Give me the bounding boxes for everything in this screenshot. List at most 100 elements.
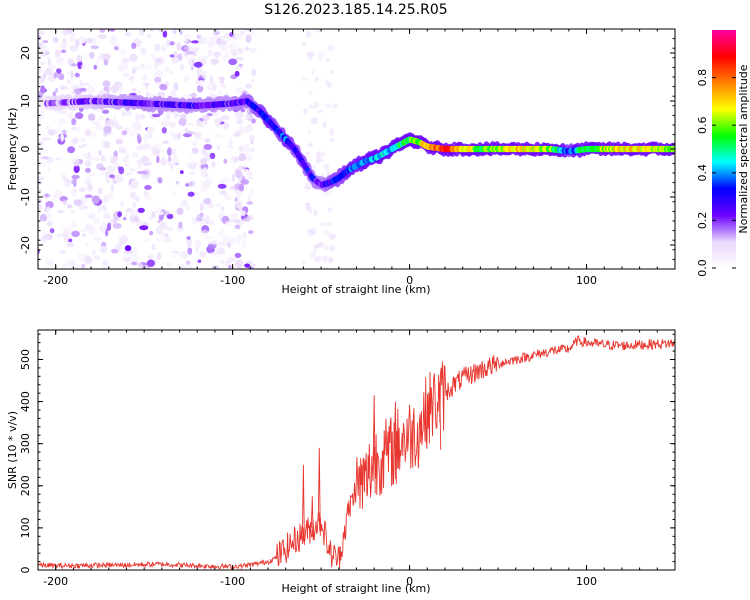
- heatmap-speckle: [98, 224, 107, 233]
- heatmap-speckle: [188, 93, 198, 98]
- heatmap-speckle: [235, 190, 243, 198]
- heatmap-speckle: [247, 266, 255, 269]
- heatmap-speckle: [46, 159, 53, 164]
- heatmap-speckle: [78, 187, 86, 193]
- heatmap-speckle: [172, 29, 177, 35]
- heatmap-speckle: [130, 121, 140, 130]
- heatmap-speckle: [196, 214, 202, 219]
- heatmap-speckle: [171, 191, 177, 195]
- heatmap-speckle: [105, 85, 110, 94]
- heatmap-speckle: [79, 229, 89, 233]
- heatmap-speckle: [234, 252, 242, 259]
- heatmap-speckle: [165, 226, 175, 232]
- heatmap-speckle: [228, 58, 238, 66]
- heatmap-speckle: [71, 127, 78, 131]
- heatmap-speckle: [89, 51, 95, 59]
- heatmap-speckle: [134, 216, 139, 223]
- heatmap-speckle: [67, 204, 73, 209]
- heatmap-speckle: [166, 213, 174, 220]
- heatmap-speckle: [150, 53, 157, 62]
- heatmap-speckle: [134, 196, 140, 202]
- heatmap-speckle: [193, 162, 198, 167]
- heatmap-speckle: [206, 82, 215, 91]
- colorbar-ticks: 0.0 0.2 0.4 0.6 0.8: [696, 69, 736, 277]
- heatmap-speckle: [38, 69, 45, 73]
- heatmap-speckle: [245, 29, 254, 32]
- heatmap-speckle: [118, 84, 123, 94]
- heatmap-speckle: [105, 118, 115, 128]
- heatmap-speckle: [248, 47, 257, 54]
- heatmap-speckle: [301, 76, 309, 81]
- heatmap-speckle: [228, 238, 238, 245]
- heatmap-speckle: [38, 203, 42, 212]
- heatmap-speckle: [93, 217, 101, 224]
- heatmap-speckle: [144, 185, 152, 190]
- heatmap-speckle: [218, 212, 225, 219]
- heatmap-speckle: [304, 182, 312, 186]
- heatmap-speckle: [104, 175, 111, 179]
- heatmap-speckle: [308, 104, 313, 110]
- heatmap-speckle: [93, 157, 102, 162]
- heatmap-speckle: [234, 33, 243, 40]
- snr-y-tick-label: 0: [19, 567, 32, 574]
- heatmap-speckle: [145, 63, 152, 70]
- heatmap-speckle: [319, 222, 324, 227]
- heatmap-speckle: [216, 203, 221, 207]
- heatmap-speckle: [76, 54, 83, 63]
- heatmap-speckle: [170, 60, 179, 64]
- heatmap-speckle: [205, 214, 211, 224]
- heatmap-speckle: [47, 58, 52, 66]
- heatmap-speckle: [191, 40, 200, 44]
- heatmap-speckle: [250, 79, 255, 83]
- heatmap-speckle: [245, 34, 252, 44]
- heatmap-speckle: [114, 243, 123, 249]
- heatmap-speckle: [141, 264, 150, 269]
- heatmap-y-tick-label: 0: [19, 146, 32, 153]
- heatmap-speckle: [66, 79, 71, 84]
- heatmap-speckle: [239, 210, 246, 217]
- heatmap-speckle: [58, 209, 64, 214]
- heatmap-speckle: [314, 29, 322, 33]
- heatmap-speckle: [91, 120, 100, 126]
- heatmap-speckle: [151, 113, 161, 118]
- heatmap-speckle: [74, 112, 84, 119]
- heatmap-speckle: [301, 259, 306, 266]
- heatmap-speckle: [199, 251, 207, 258]
- heatmap-speckle: [110, 84, 116, 93]
- heatmap-speckle: [85, 242, 89, 247]
- heatmap-speckle: [185, 76, 189, 81]
- heatmap-speckle: [186, 131, 196, 135]
- heatmap-speckle: [221, 206, 225, 211]
- heatmap-speckle: [323, 230, 331, 236]
- heatmap-speckle: [234, 183, 241, 190]
- heatmap-speckle: [314, 101, 320, 107]
- heatmap-speckle: [136, 144, 146, 151]
- heatmap-speckle: [313, 245, 317, 253]
- heatmap-speckle: [245, 168, 251, 174]
- heatmap-speckle: [134, 40, 143, 44]
- heatmap-speckle: [234, 70, 240, 77]
- snr-spike: [317, 447, 321, 536]
- heatmap-speckle: [231, 173, 236, 183]
- heatmap-speckle: [135, 211, 139, 217]
- heatmap-speckle: [325, 78, 329, 84]
- heatmap-speckle: [248, 134, 256, 143]
- colorbar-tick-label: 0.2: [696, 212, 709, 230]
- heatmap-speckle: [208, 90, 214, 96]
- colorbar-tick-label: 0.6: [696, 116, 709, 134]
- heatmap-speckle: [218, 76, 225, 81]
- heatmap-speckle: [80, 144, 88, 148]
- heatmap-speckle: [231, 41, 240, 50]
- heatmap-speckle: [220, 44, 228, 52]
- heatmap-speckle: [329, 245, 335, 252]
- heatmap-speckle: [216, 118, 221, 127]
- heatmap-speckle: [222, 127, 228, 131]
- heatmap-speckle: [126, 258, 133, 267]
- heatmap-speckle: [156, 29, 166, 33]
- heatmap-speckle: [152, 148, 161, 157]
- heatmap-speckle: [125, 151, 130, 159]
- heatmap-speckle: [38, 176, 45, 181]
- heatmap-speckle: [227, 145, 234, 149]
- heatmap-speckle: [301, 42, 307, 47]
- heatmap-speckle: [59, 85, 67, 91]
